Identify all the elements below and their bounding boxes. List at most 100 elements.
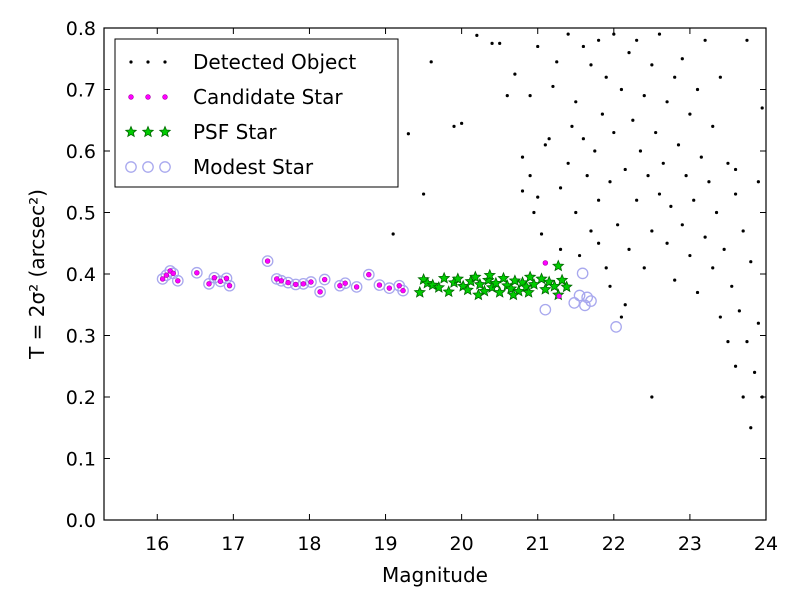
- detected-object-point: [665, 241, 669, 245]
- legend-marker: [159, 161, 171, 173]
- detected-object-point: [673, 278, 677, 282]
- modest-star-point: [585, 295, 597, 307]
- psf-star-point: [555, 273, 569, 286]
- modest-star-point: [171, 274, 184, 287]
- x-tick-label: 20: [450, 533, 474, 555]
- detected-object-point: [421, 192, 426, 196]
- psf-star-point: [507, 288, 520, 301]
- legend-marker: [162, 94, 168, 100]
- detected-object-point: [760, 106, 764, 110]
- detected-object-point: [711, 266, 715, 270]
- modest-star-point: [397, 284, 409, 297]
- candidate-star-point: [300, 281, 307, 287]
- candidate-star-point: [353, 284, 360, 290]
- detected-object-point: [733, 192, 738, 196]
- detected-object-point: [752, 370, 757, 374]
- detected-object-point: [631, 118, 635, 122]
- detected-object-point: [558, 186, 563, 190]
- modest-star-point: [314, 285, 326, 298]
- psf-star-point: [413, 285, 427, 298]
- candidate-star-point: [175, 278, 181, 284]
- psf-star-point: [539, 282, 552, 295]
- detected-object-point: [539, 232, 544, 236]
- modest-star-point: [573, 289, 586, 302]
- legend-marker: [129, 60, 133, 64]
- detected-object-point: [555, 60, 559, 64]
- candidate-star-point: [342, 280, 348, 286]
- detected-object-point: [718, 75, 722, 79]
- detected-object-point: [570, 124, 574, 128]
- detected-object-point: [551, 84, 555, 89]
- detected-object-point: [695, 290, 700, 295]
- ticks-layer: 16 17 18 19 20 21 22 23 24 0.0 0.1 0.2 0.3 0.4 0.5 0.6 0…: [66, 18, 778, 555]
- modest-star-point: [223, 279, 236, 292]
- detected-object-point: [733, 364, 738, 368]
- candidate-star-point: [274, 276, 280, 282]
- series-detected-object: [391, 32, 764, 430]
- detected-object-point: [585, 174, 589, 178]
- candidate-star-point: [308, 279, 314, 285]
- psf-star-point: [472, 288, 485, 301]
- detected-object-point: [665, 100, 669, 104]
- psf-star-point: [552, 259, 565, 272]
- detected-object-point: [574, 100, 578, 104]
- legend-label: Modest Star: [193, 155, 314, 179]
- modest-star-point: [581, 291, 594, 304]
- detected-object-point: [642, 94, 646, 98]
- psf-star-point: [522, 285, 535, 298]
- detected-object-point: [699, 155, 703, 159]
- detected-object-point: [429, 60, 433, 64]
- detected-object-point: [589, 229, 593, 233]
- candidate-star-point: [278, 278, 284, 284]
- legend-marker: [146, 60, 150, 64]
- candidate-star-point: [337, 282, 343, 289]
- y-tick-label: 0.7: [66, 80, 96, 102]
- detected-object-point: [726, 161, 730, 165]
- detected-object-point: [745, 38, 749, 42]
- y-tick-label: 0.8: [66, 18, 96, 40]
- candidate-star-point: [226, 282, 233, 289]
- detected-object-point: [733, 167, 738, 172]
- detected-object-point: [589, 63, 593, 67]
- modest-star-point: [610, 321, 622, 333]
- modest-star-point: [220, 272, 233, 285]
- detected-object-point: [520, 155, 525, 159]
- detected-object-point: [657, 32, 662, 36]
- detected-object-point: [749, 260, 753, 264]
- detected-object-point: [547, 137, 551, 141]
- detected-object-point: [635, 198, 639, 202]
- legend-label: Detected Object: [193, 50, 356, 74]
- detected-object-point: [707, 180, 711, 184]
- candidate-star-point: [556, 293, 562, 299]
- detected-object-point: [543, 143, 547, 147]
- detected-object-point: [596, 198, 601, 202]
- candidate-star-point: [223, 275, 230, 282]
- detected-object-point: [737, 309, 741, 313]
- detected-object-point: [566, 32, 570, 36]
- psf-star-point: [523, 270, 537, 283]
- data-layer: [156, 32, 764, 430]
- detected-object-point: [528, 94, 532, 98]
- detected-object-point: [627, 247, 631, 251]
- detected-object-point: [612, 130, 616, 135]
- y-tick-label: 0.4: [66, 264, 96, 286]
- detected-object-point: [608, 180, 612, 184]
- legend: Detected Object Candidate Star PSF Star Mod…: [114, 38, 399, 188]
- legend-marker: [128, 94, 134, 100]
- detected-object-point: [532, 210, 536, 215]
- x-tick-label: 19: [373, 533, 397, 555]
- candidate-star-point: [400, 287, 406, 294]
- y-tick-label: 0.0: [66, 510, 96, 532]
- detected-object-point: [657, 192, 662, 196]
- x-tick-label: 18: [297, 533, 321, 555]
- candidate-star-point: [376, 282, 383, 288]
- x-axis-label: Magnitude: [382, 563, 488, 587]
- candidate-star-point: [211, 274, 218, 281]
- detected-object-point: [452, 124, 456, 128]
- detected-object-point: [646, 174, 650, 178]
- detected-object-point: [505, 94, 509, 98]
- detected-object-point: [566, 161, 570, 165]
- detected-object-point: [520, 189, 525, 193]
- detected-object-point: [756, 321, 760, 325]
- detected-object-point: [669, 204, 673, 208]
